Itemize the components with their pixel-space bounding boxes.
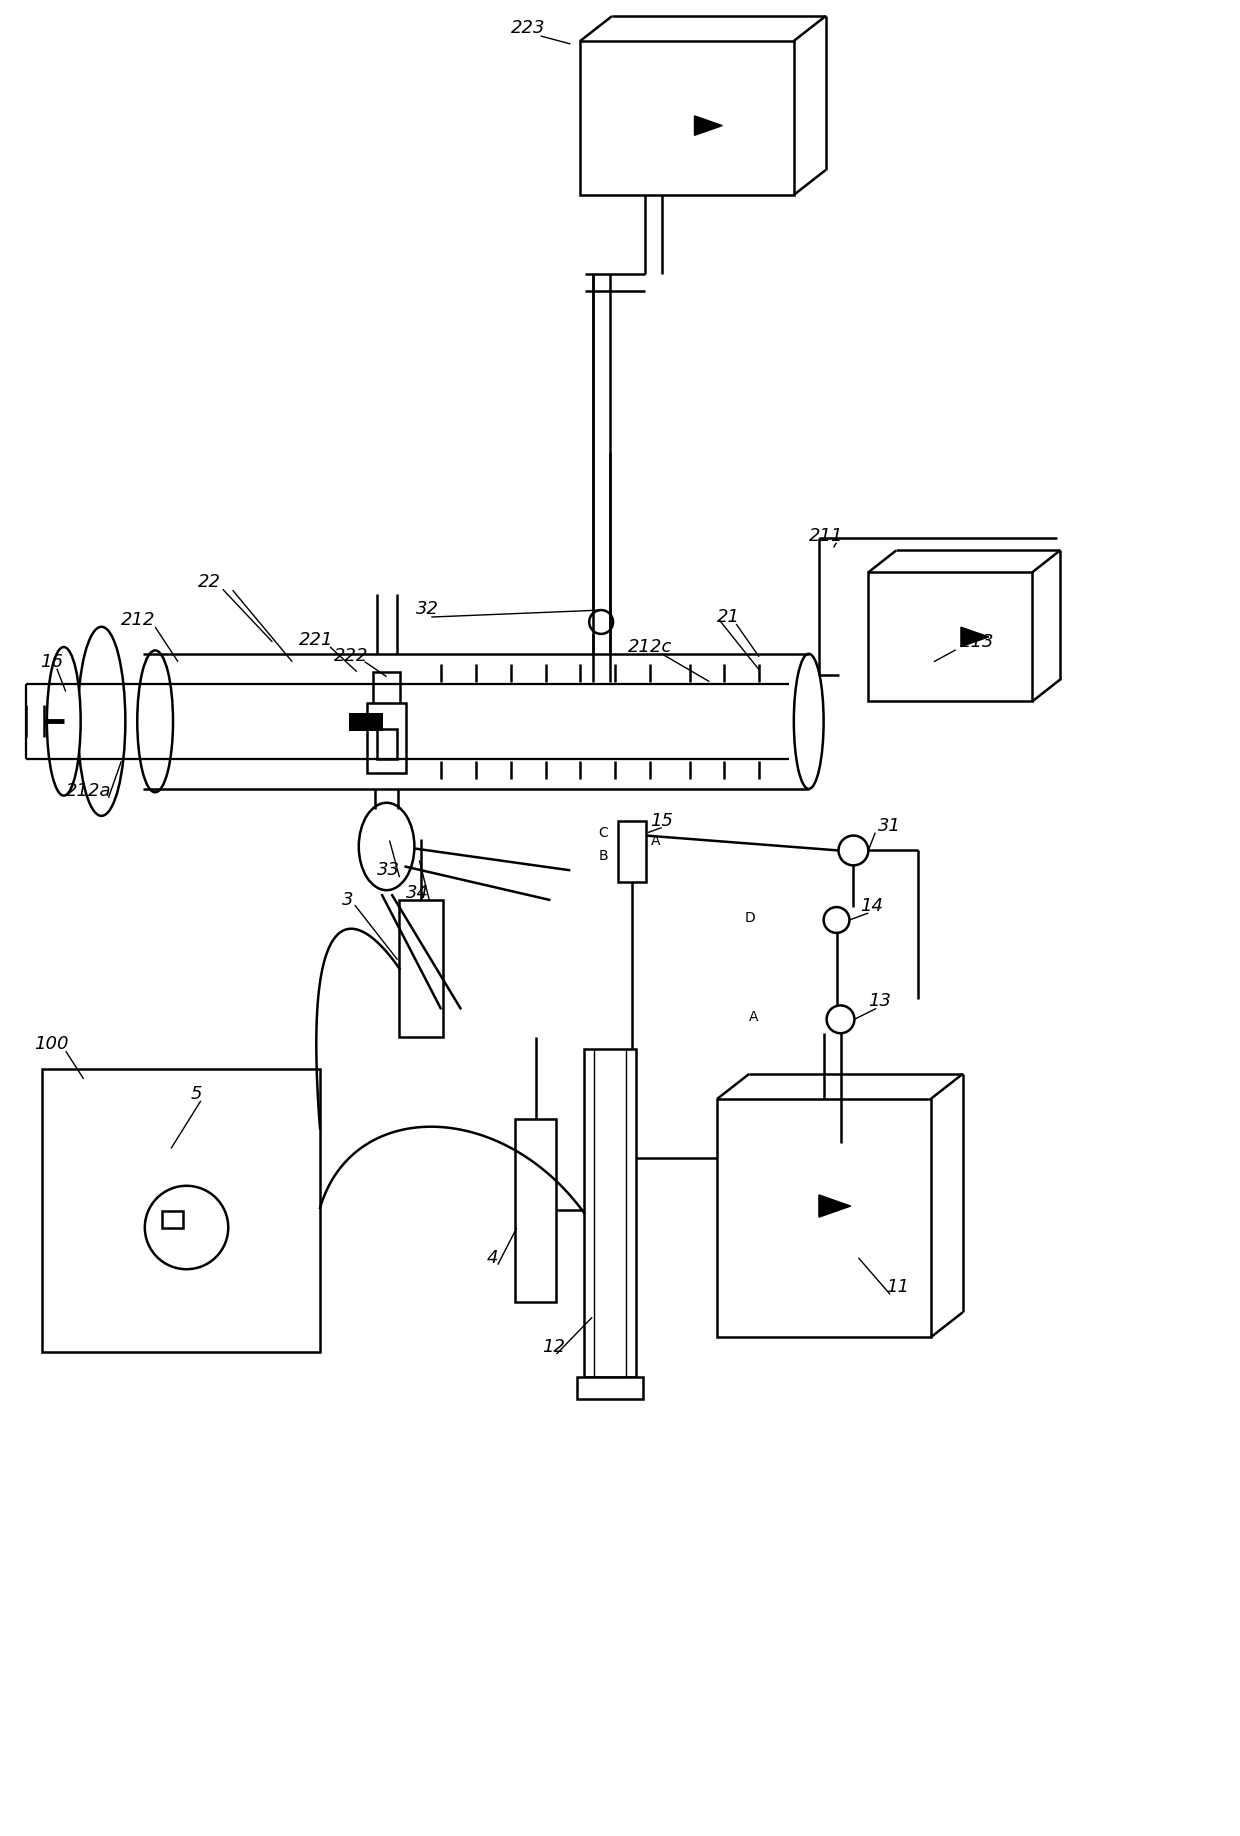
Bar [348,714,383,731]
Polygon shape [694,116,723,136]
Text: 13: 13 [868,993,892,1010]
Text: 34: 34 [407,885,429,901]
Text: 212a: 212a [66,782,112,800]
Circle shape [823,907,849,933]
Text: 211: 211 [808,527,843,545]
Text: 212: 212 [122,611,156,630]
Bar [515,1118,557,1302]
Ellipse shape [358,802,414,890]
Text: 100: 100 [33,1036,68,1054]
Polygon shape [818,1195,851,1217]
Text: 14: 14 [861,898,883,914]
Text: B: B [598,850,608,863]
Text: 4: 4 [487,1248,498,1267]
Bar [868,573,1032,701]
Bar [584,1048,636,1377]
Text: 15: 15 [650,812,673,830]
Text: D: D [744,911,755,925]
Text: 12: 12 [543,1338,565,1357]
Circle shape [145,1186,228,1269]
Polygon shape [961,628,988,646]
Bar [161,1210,184,1228]
Circle shape [589,610,613,633]
Circle shape [838,835,868,865]
Text: 213: 213 [960,633,994,652]
Circle shape [827,1006,854,1034]
Text: 33: 33 [377,861,399,879]
Text: 223: 223 [511,18,546,37]
Text: 11: 11 [887,1278,909,1296]
Text: 212c: 212c [627,637,672,655]
Bar [377,729,397,758]
Text: 222: 222 [334,646,368,665]
Ellipse shape [794,654,823,789]
Text: A: A [749,1010,759,1024]
Text: 3: 3 [342,890,353,909]
Text: 5: 5 [191,1085,202,1103]
Bar [618,821,646,883]
Text: 16: 16 [40,654,63,670]
Ellipse shape [78,626,125,815]
Text: 22: 22 [198,573,221,591]
Bar [367,703,407,773]
Bar [578,1377,642,1399]
Ellipse shape [138,650,174,793]
Text: A: A [651,834,660,848]
Text: C: C [598,826,608,839]
Ellipse shape [47,646,81,795]
Bar [42,1069,320,1351]
Bar [399,900,443,1037]
Bar [718,1098,931,1337]
Bar [373,672,401,709]
Text: 32: 32 [417,600,439,619]
Text: 221: 221 [299,632,334,648]
Text: 21: 21 [718,608,740,626]
Text: 31: 31 [878,817,901,835]
Bar [580,40,794,195]
